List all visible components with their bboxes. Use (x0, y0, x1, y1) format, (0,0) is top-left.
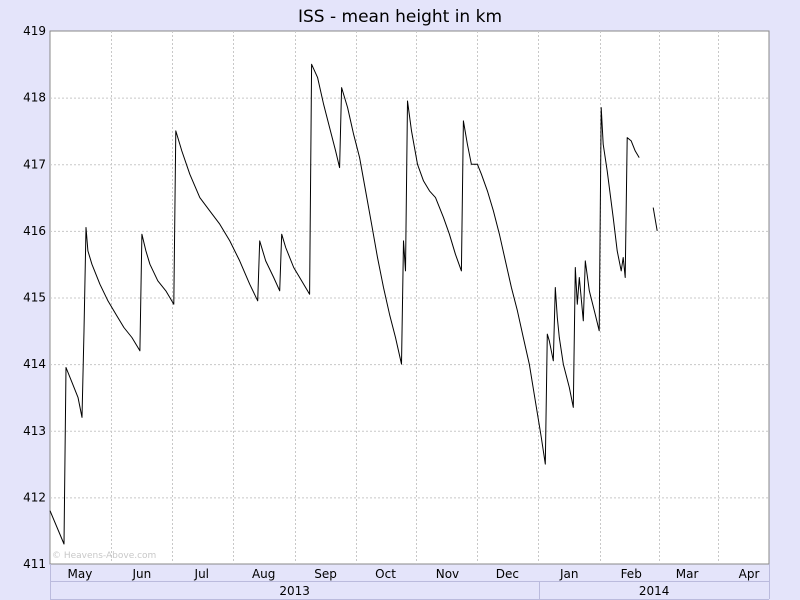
x-tick-label-month: Jun (131, 567, 151, 581)
x-tick-label-month: Feb (621, 567, 642, 581)
y-tick-label: 414 (23, 357, 46, 371)
plot-area (50, 31, 769, 564)
y-tick-label: 418 (23, 91, 46, 105)
year-label: 2014 (639, 584, 670, 598)
year-label: 2013 (279, 584, 310, 598)
y-tick-label: 412 (23, 490, 46, 504)
x-tick-label-month: May (68, 567, 93, 581)
x-tick-label-month: Aug (252, 567, 275, 581)
y-tick-label: 416 (23, 224, 46, 238)
y-tick-label: 411 (23, 557, 46, 571)
x-tick-label-month: Mar (676, 567, 699, 581)
chart-title: ISS - mean height in km (298, 7, 502, 27)
watermark-text: © Heavens-Above.com (52, 551, 156, 561)
y-tick-label: 415 (23, 291, 46, 305)
x-tick-label-month: Jul (194, 567, 209, 581)
x-tick-label-month: Apr (739, 567, 760, 581)
x-tick-label-month: Nov (436, 567, 459, 581)
x-tick-label-month: Dec (496, 567, 519, 581)
x-tick-label-month: Sep (314, 567, 337, 581)
x-tick-label-month: Jan (559, 567, 579, 581)
y-tick-label: 417 (23, 157, 46, 171)
x-tick-label-month: Oct (375, 567, 396, 581)
y-tick-label: 419 (23, 24, 46, 38)
y-tick-label: 413 (23, 424, 46, 438)
